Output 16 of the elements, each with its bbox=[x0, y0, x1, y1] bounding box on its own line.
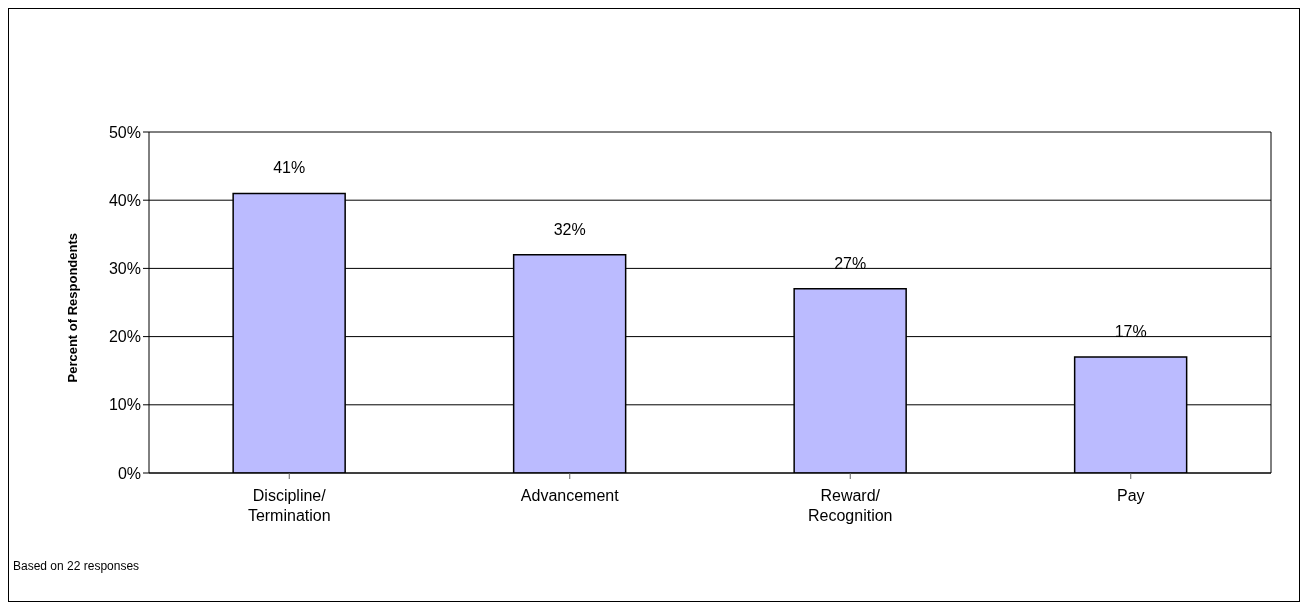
x-tick-label: Discipline/ Termination bbox=[247, 487, 331, 524]
data-label: 17% bbox=[1114, 323, 1147, 341]
y-tick-label: 10% bbox=[108, 396, 141, 414]
y-tick-label: 0% bbox=[117, 464, 141, 482]
x-tick-label: Advancement bbox=[520, 487, 620, 504]
y-tick-label: 40% bbox=[108, 191, 141, 209]
y-tick-label: 20% bbox=[108, 328, 141, 346]
data-label: 41% bbox=[273, 159, 306, 177]
text: Based on 22 responses bbox=[13, 559, 140, 573]
x-tick-label: Pay bbox=[1116, 487, 1145, 504]
x-tick-label: Reward/ Recognition bbox=[808, 487, 893, 524]
y-tick-label: 30% bbox=[108, 260, 141, 278]
y-axis-title: Percent of Respondents bbox=[64, 232, 80, 383]
data-label: 27% bbox=[834, 254, 867, 272]
data-label: 32% bbox=[553, 220, 586, 238]
y-tick-label: 50% bbox=[108, 123, 141, 141]
